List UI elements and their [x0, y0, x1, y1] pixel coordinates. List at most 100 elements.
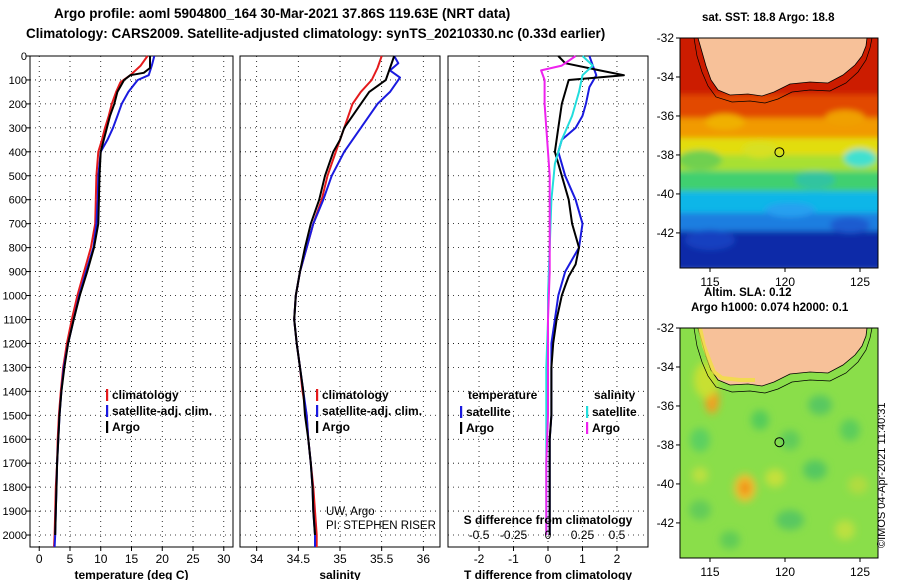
- legend-swatch: [586, 406, 589, 418]
- x2-tick-label: 0.5: [609, 528, 626, 542]
- map-y-tick-label: -36: [657, 399, 675, 413]
- panel-frame: [447, 55, 649, 548]
- x2-tick-label: 0.25: [571, 528, 595, 542]
- map-y-tick-label: -38: [657, 148, 675, 162]
- y-tick-label: 400: [9, 147, 27, 159]
- x-tick-label: 10: [94, 552, 108, 566]
- x-tick-label: 0: [545, 552, 552, 566]
- legend-label: satellite: [466, 405, 511, 419]
- map-y-tick-label: -34: [657, 70, 675, 84]
- sst-map: 115 120 125 -32 -34 -36 -38 -40 -42: [657, 31, 879, 289]
- sla-map-frame: [679, 327, 879, 559]
- map-x-tick-label: 115: [700, 565, 719, 579]
- y-tick-label: 1200: [3, 338, 27, 350]
- y-tick-label: 800: [9, 243, 27, 255]
- map-x-tick-label: 120: [775, 565, 795, 579]
- sst-map-title: sat. SST: 18.8 Argo: 18.8: [702, 12, 835, 24]
- x-axis-label: T difference from climatology: [464, 568, 632, 580]
- legend-swatch: [586, 422, 589, 434]
- x-tick-label: -1: [508, 552, 519, 566]
- legend-swatch: [316, 405, 319, 417]
- y-tick-label: 1800: [3, 482, 27, 494]
- legend-title: salinity: [594, 388, 636, 402]
- y-tick-label: 1900: [3, 506, 27, 518]
- map-x-tick-label: 120: [775, 275, 795, 289]
- map-x-tick-label: 115: [700, 275, 719, 289]
- sst-map-frame: [679, 37, 879, 269]
- legend-label: satellite-adj. clim.: [112, 404, 212, 418]
- legend-swatch: [460, 422, 463, 434]
- plot-title-line2: Climatology: CARS2009. Satellite-adjuste…: [26, 26, 606, 41]
- legend-label: climatology: [112, 388, 179, 402]
- map-y-tick-label: -40: [657, 187, 675, 201]
- y-tick-label: 700: [9, 219, 27, 231]
- credit-annotation: PI: STEPHEN RISER: [326, 520, 436, 532]
- profile-panel-3: -2 -1 0 1 2 T difference from climatology temp…: [447, 55, 649, 580]
- x-tick-label: 34.5: [287, 552, 311, 566]
- sla-map-title: Altim. SLA: 0.12: [704, 287, 792, 299]
- x2-axis-label: S difference from climatology: [464, 513, 633, 527]
- map-y-tick-label: -36: [657, 109, 675, 123]
- map-y-tick-label: -40: [657, 477, 675, 491]
- legend-label: satellite-adj. clim.: [322, 404, 422, 418]
- land-mass: [697, 38, 868, 97]
- legend-swatch: [316, 421, 319, 433]
- series-line-argo: [293, 55, 396, 536]
- x2-tick-label: -0.5: [469, 528, 490, 542]
- map-y-tick-label: -42: [657, 226, 675, 240]
- x-tick-label: 20: [156, 552, 170, 566]
- y-tick-label: 1500: [3, 410, 27, 422]
- x-tick-label: 1: [579, 552, 586, 566]
- map-y-tick-label: -32: [657, 321, 675, 335]
- legend-label: climatology: [322, 388, 389, 402]
- map-x-tick-label: 125: [850, 565, 870, 579]
- imos-credit: ©IMOS 04-Apr-2021 11:40:31: [876, 402, 888, 548]
- sla-map-subtitle: Argo h1000: 0.074 h2000: 0.1: [691, 302, 849, 314]
- x-tick-label: 15: [125, 552, 139, 566]
- y-tick-label: 900: [9, 267, 27, 279]
- y-tick-label: 1300: [3, 362, 27, 374]
- argo-location-marker: [774, 147, 785, 158]
- x-tick-label: 2: [614, 552, 621, 566]
- x2-tick-label: -0.25: [500, 528, 528, 542]
- profile-panel-1: 0 5 10 15 20 25 300100200300400500600700800900…: [3, 51, 234, 580]
- map-y-tick-label: -42: [657, 516, 675, 530]
- y-tick-label: 1600: [3, 434, 27, 446]
- x2-tick-label: 0: [545, 528, 552, 542]
- map-y-tick-label: -38: [657, 438, 675, 452]
- x-tick-label: 25: [186, 552, 200, 566]
- x-tick-label: 35.5: [370, 552, 394, 566]
- map-x-tick-label: 125: [850, 275, 870, 289]
- argo-location-marker: [774, 437, 785, 448]
- y-tick-label: 1100: [3, 314, 27, 326]
- legend-swatch: [106, 389, 109, 401]
- legend-swatch: [106, 405, 109, 417]
- plot-title-line1: Argo profile: aoml 5904800_164 30-Mar-20…: [54, 6, 511, 21]
- panel-frame: [29, 55, 234, 548]
- x-axis-label: temperature (deg C): [74, 568, 188, 580]
- legend-label: satellite: [592, 405, 637, 419]
- legend-swatch: [316, 389, 319, 401]
- legend-label: Argo: [112, 420, 140, 434]
- map-y-tick-label: -34: [657, 360, 675, 374]
- y-tick-label: 1400: [3, 386, 27, 398]
- legend-swatch: [460, 406, 463, 418]
- y-tick-label: 600: [9, 195, 27, 207]
- legend-label: Argo: [322, 420, 350, 434]
- series-line-argo: [54, 56, 151, 536]
- x-tick-label: 34: [250, 552, 264, 566]
- y-tick-label: 1000: [3, 291, 27, 303]
- panel-frame: [239, 55, 441, 548]
- series-line-salinity-argo: [540, 55, 577, 535]
- x-tick-label: -2: [474, 552, 485, 566]
- map-y-tick-label: -32: [657, 31, 675, 45]
- y-tick-label: 300: [9, 123, 27, 135]
- y-tick-label: 0: [21, 51, 27, 63]
- legend-label: Argo: [592, 421, 620, 435]
- x-tick-label: 0: [36, 552, 43, 566]
- x-axis-label: salinity: [319, 568, 361, 580]
- x-tick-label: 30: [217, 552, 231, 566]
- series-line-satellite-adj-clim-: [293, 55, 401, 547]
- series-line-climatology: [293, 55, 383, 547]
- y-tick-label: 500: [9, 171, 27, 183]
